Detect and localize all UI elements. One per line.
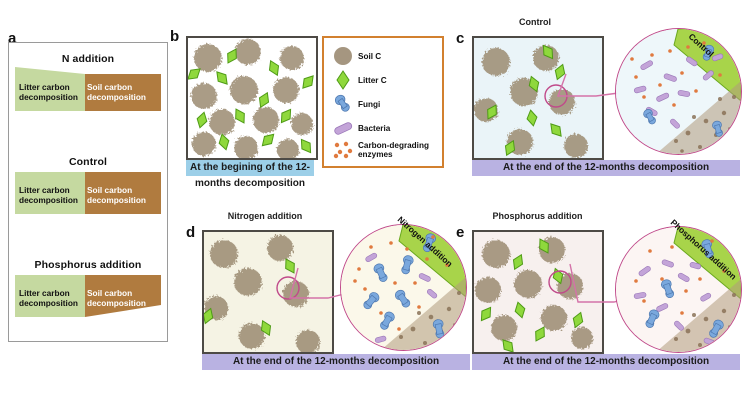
soil-carbon-label: Soil carbon decomposition — [87, 185, 147, 205]
panel-e-title: Phosphorus addition — [492, 211, 583, 221]
enzyme-dots-icon — [333, 141, 353, 159]
group-bars: Litter carbon decomposition Soil carbon … — [15, 67, 161, 119]
soil-aggregates — [191, 39, 313, 158]
soil-aggregates — [204, 235, 320, 352]
panel-e-scene — [472, 230, 604, 354]
bacteria-icon — [334, 122, 353, 135]
litter-leaves — [480, 238, 584, 352]
soil-carbon-label: Soil carbon decomposition — [87, 288, 147, 308]
legend-label: Carbon-degrading enzymes — [358, 141, 429, 159]
panel-letter-a: a — [8, 30, 17, 47]
legend-item-bacteria: Bacteria — [332, 118, 390, 138]
panel-letter-b: b — [170, 28, 180, 45]
soil-carbon-label: Soil carbon decomposition — [87, 82, 147, 102]
panel-c-zoom-circle — [615, 28, 742, 155]
panel-e-caption: At the end of the 12-months decompositio… — [472, 354, 740, 370]
soil-aggregates — [474, 45, 588, 158]
soil-carbon-block — [85, 172, 161, 214]
bacteria-cells — [633, 53, 724, 129]
panel-c-scene — [472, 36, 604, 160]
bacteria-cells — [365, 252, 438, 343]
group-title: Control — [68, 156, 108, 168]
panel-letter-d: d — [186, 224, 196, 241]
fungi-icon — [334, 94, 350, 112]
panel-b-scene — [186, 36, 318, 160]
legend-label: Fungi — [358, 99, 381, 109]
legend-item-soil-c: Soil C — [332, 46, 381, 66]
litter-carbon-block — [15, 172, 85, 214]
enzyme-dots — [630, 41, 722, 107]
panel-d-title: Nitrogen addition — [227, 211, 303, 221]
group-title: N addition — [61, 53, 115, 65]
soil-aggregate-icon — [334, 47, 352, 65]
group-title: Phosphorus addition — [34, 259, 142, 271]
litter-carbon-label: Litter carbon decomposition — [19, 82, 79, 102]
panel-c-title: Control — [519, 17, 551, 27]
soil-region — [656, 279, 741, 352]
litter-carbon-block — [15, 275, 85, 317]
panel-b-caption: At the begining of the 12-months decompo… — [186, 160, 314, 189]
legend-label: Litter C — [358, 75, 387, 85]
soil-carbon-block — [85, 275, 161, 317]
panel-e-zoom-circle — [615, 226, 742, 353]
panel-a-group-n-addition: N addition Litter carbon decomposition S… — [9, 53, 167, 119]
legend-label: Bacteria — [358, 123, 391, 133]
soil-aggregates — [475, 237, 593, 349]
fungi-cells — [363, 233, 445, 339]
group-bars: Litter carbon decomposition Soil carbon … — [15, 170, 161, 222]
legend-item-enzymes: Carbon-degrading enzymes — [332, 140, 430, 160]
soil-region — [381, 277, 466, 350]
litter-leaf-icon — [336, 70, 350, 90]
litter-carbon-block — [15, 67, 85, 111]
fungi-cells — [643, 44, 723, 137]
panel-a-container: N addition Litter carbon decomposition S… — [8, 42, 168, 342]
legend-box: Soil C Litter C Fungi Bacteria Carbon-de — [322, 36, 444, 168]
soil-carbon-block — [85, 74, 161, 111]
legend-item-litter-c: Litter C — [332, 70, 387, 90]
legend-item-fungi: Fungi — [332, 94, 380, 114]
group-bars: Litter carbon decomposition Soil carbon … — [15, 273, 161, 325]
panel-a-group-phosphorus-addition: Phosphorus addition Litter carbon decomp… — [9, 259, 167, 325]
litter-leaves — [188, 48, 314, 154]
litter-carbon-label: Litter carbon decomposition — [19, 288, 79, 308]
litter-carbon-label: Litter carbon decomposition — [19, 185, 79, 205]
panel-letter-c: c — [456, 30, 465, 47]
enzyme-dots — [353, 235, 449, 331]
panel-c-caption: At the end of the 12-months decompositio… — [472, 160, 740, 176]
fungi-cells — [645, 239, 724, 338]
panel-d-caption: At the end of the 12-months decompositio… — [202, 354, 470, 370]
legend-label: Soil C — [358, 51, 382, 61]
enzyme-dots — [634, 239, 726, 315]
panel-d-zoom-circle — [340, 224, 467, 351]
panel-d-scene — [202, 230, 334, 354]
panel-letter-e: e — [456, 224, 465, 241]
panel-a-group-control: Control Litter carbon decomposition Soil… — [9, 156, 167, 222]
